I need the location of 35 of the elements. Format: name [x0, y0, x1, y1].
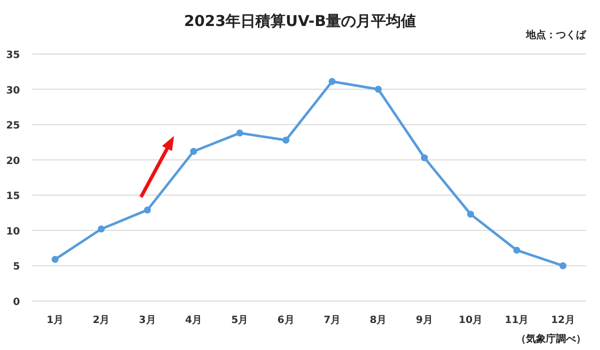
point — [236, 130, 244, 137]
chart-title: 2023年日積算UV-B量の月平均値 — [184, 12, 416, 30]
point — [374, 86, 382, 93]
point — [467, 210, 474, 218]
point — [98, 226, 105, 233]
y-tick-label: 20 — [6, 156, 20, 167]
x-tick-label: 1月 — [46, 315, 64, 326]
x-tick-label: 10月 — [458, 315, 483, 326]
y-tick-label: 10 — [6, 226, 20, 238]
x-tick-label: 9月 — [416, 315, 433, 326]
y-tick-label: 25 — [6, 120, 20, 132]
point — [559, 262, 566, 270]
point — [144, 206, 151, 214]
x-tick-label: 7月 — [324, 315, 341, 326]
x-tick-label: 6月 — [277, 315, 294, 326]
y-tick-label: 15 — [6, 191, 20, 202]
y-tick-label: 5 — [13, 262, 20, 273]
y-tick-label: 30 — [6, 85, 20, 96]
x-tick-label: 12月 — [550, 315, 575, 326]
point — [190, 148, 198, 155]
text: （気象庁調べ） — [516, 333, 586, 345]
point — [513, 246, 520, 254]
x-tick-label: 8月 — [370, 315, 387, 326]
y-tick-label: 35 — [6, 50, 20, 61]
x-tick-label: 2月 — [92, 315, 110, 326]
x-tick-label: 11月 — [504, 315, 529, 326]
y-tick-label: 0 — [13, 297, 20, 308]
point — [52, 256, 59, 263]
x-tick-label: 3月 — [138, 315, 156, 326]
point — [420, 154, 428, 162]
text: 地点：つくば — [525, 29, 587, 41]
point — [282, 136, 290, 144]
point — [328, 78, 336, 86]
x-tick-label: 4月 — [185, 315, 202, 326]
x-tick-label: 5月 — [231, 315, 248, 326]
